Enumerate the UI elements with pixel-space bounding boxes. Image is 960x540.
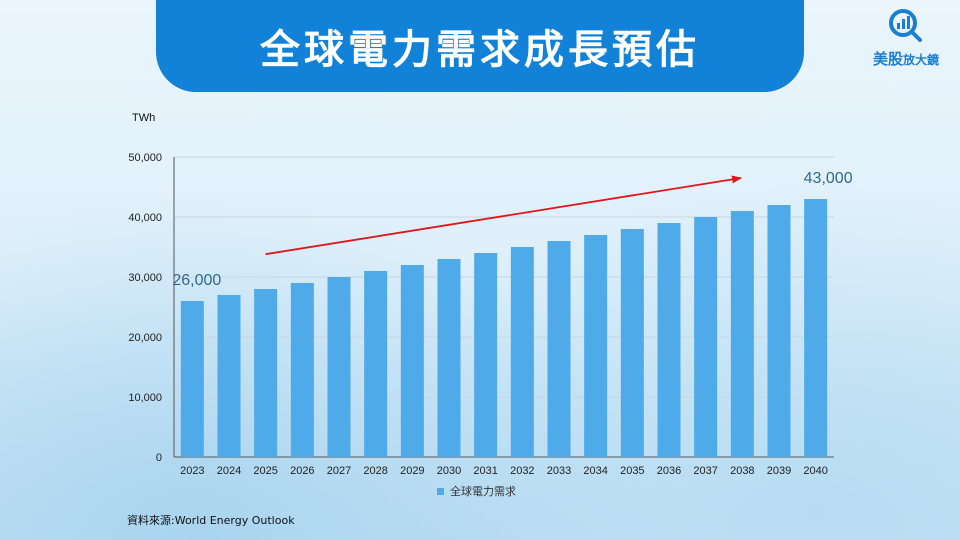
logo-text: 美股放大鏡	[866, 48, 946, 69]
bar	[290, 283, 314, 457]
bar	[547, 241, 571, 457]
logo: 美股放大鏡	[866, 8, 946, 74]
x-tick-label: 2034	[583, 465, 607, 477]
bar	[364, 271, 388, 457]
bar	[694, 217, 718, 457]
y-tick-label: 50,000	[128, 152, 162, 164]
bar	[620, 229, 644, 457]
x-tick-label: 2032	[510, 465, 534, 477]
x-tick-label: 2033	[547, 465, 571, 477]
x-tick-label: 2027	[327, 465, 351, 477]
legend-label: 全球電力需求	[450, 484, 516, 498]
bar	[804, 199, 828, 457]
x-tick-label: 2026	[290, 465, 314, 477]
bar	[510, 247, 534, 457]
x-tick-label: 2038	[730, 465, 754, 477]
x-tick-label: 2037	[693, 465, 717, 477]
x-tick-label: 2023	[180, 465, 204, 477]
x-tick-label: 2035	[620, 465, 644, 477]
y-tick-label: 30,000	[128, 272, 162, 284]
bar	[217, 295, 241, 457]
x-tick-label: 2028	[363, 465, 387, 477]
x-tick-label: 2029	[400, 465, 424, 477]
bar	[767, 205, 791, 457]
value-annotation: 26,000	[172, 272, 221, 289]
bar	[657, 223, 681, 457]
x-tick-label: 2040	[803, 465, 827, 477]
source-note: 資料來源:World Energy Outlook	[127, 514, 295, 527]
chart-magnifier-icon	[889, 9, 922, 42]
y-tick-label: 10,000	[128, 392, 162, 404]
x-tick-label: 2036	[657, 465, 681, 477]
bar	[400, 265, 424, 457]
bar	[474, 253, 498, 457]
page-title: 全球電力需求成長預估	[260, 27, 700, 73]
trend-arrow	[265, 175, 742, 256]
bar	[180, 301, 204, 457]
title-banner: 全球電力需求成長預估	[156, 0, 804, 92]
bar	[254, 289, 278, 457]
x-tick-label: 2024	[217, 465, 241, 477]
x-tick-label: 2025	[253, 465, 277, 477]
bar	[730, 211, 754, 457]
logo-suffix: 放大鏡	[903, 53, 940, 67]
bar	[327, 277, 351, 457]
bar	[437, 259, 461, 457]
x-tick-label: 2031	[473, 465, 497, 477]
logo-name: 美股	[872, 50, 903, 68]
y-tick-label: 0	[156, 452, 162, 464]
x-tick-label: 2030	[437, 465, 461, 477]
y-tick-label: 40,000	[128, 212, 162, 224]
bar	[584, 235, 608, 457]
y-unit-label: TWh	[132, 112, 155, 124]
y-tick-label: 20,000	[128, 332, 162, 344]
x-tick-label: 2039	[767, 465, 791, 477]
legend-swatch	[437, 488, 444, 495]
value-annotation: 43,000	[804, 170, 853, 187]
